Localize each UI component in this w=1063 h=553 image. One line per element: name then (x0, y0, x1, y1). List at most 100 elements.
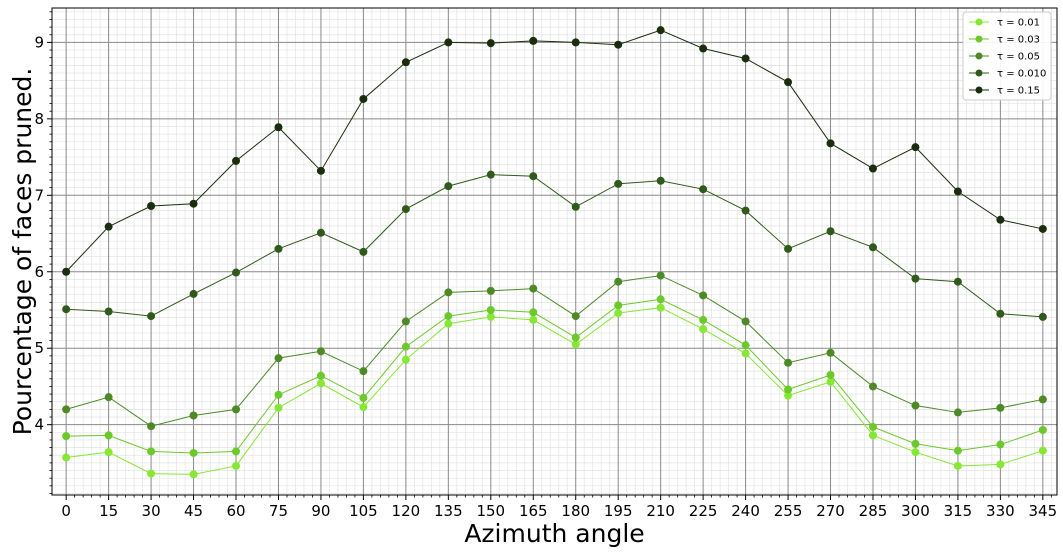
data-point (996, 309, 1005, 318)
x-tick-label: 225 (689, 502, 718, 520)
y-tick-label: 4 (34, 416, 44, 434)
data-point (104, 393, 113, 402)
data-point (741, 206, 750, 215)
data-point (316, 166, 325, 175)
data-point (274, 390, 283, 399)
y-tick-label: 8 (34, 110, 44, 128)
data-point (486, 286, 495, 295)
data-point (316, 371, 325, 380)
data-point (1038, 426, 1047, 435)
data-point (868, 431, 877, 440)
data-point (741, 349, 750, 358)
data-point (486, 312, 495, 321)
data-point (274, 244, 283, 253)
data-point (699, 44, 708, 53)
data-point (232, 461, 241, 470)
x-axis-title: Azimuth angle (464, 519, 644, 548)
y-axis-ticks: 4 5 6 7 8 9 (34, 11, 52, 494)
data-point (316, 228, 325, 237)
data-point (62, 305, 71, 314)
legend-box (962, 11, 1052, 101)
data-point (784, 78, 793, 87)
x-tick-label: 150 (476, 502, 505, 520)
x-tick-label: 180 (561, 502, 590, 520)
x-tick-label: 165 (519, 502, 548, 520)
series-2 (62, 295, 1047, 457)
data-point (274, 403, 283, 412)
data-point (868, 382, 877, 391)
minor-grid (52, 8, 1057, 495)
data-point (359, 393, 368, 402)
x-tick-label: 195 (604, 502, 633, 520)
data-point (741, 317, 750, 326)
y-tick-label: 5 (34, 339, 44, 357)
y-axis-title: Pourcentage of faces pruned. (8, 68, 37, 436)
x-axis-ticks: 0 15 30 45 60 75 90 105 120 135 150 165 180 195 210 225… (61, 495, 1057, 520)
x-tick-label: 120 (392, 502, 421, 520)
data-point (444, 38, 453, 47)
data-point (62, 453, 71, 462)
legend-swatch-marker (975, 52, 983, 60)
data-point (359, 247, 368, 256)
data-point (996, 440, 1005, 449)
data-point (741, 54, 750, 63)
series-line (65, 29, 1043, 273)
data-point (401, 58, 410, 67)
data-point (401, 205, 410, 214)
data-point (911, 143, 920, 152)
data-point (826, 348, 835, 357)
data-point (62, 267, 71, 276)
data-point (953, 187, 962, 196)
data-point (486, 170, 495, 179)
data-point (741, 341, 750, 350)
data-point (911, 401, 920, 410)
data-point (656, 176, 665, 185)
data-point (911, 439, 920, 448)
x-tick-label: 15 (99, 502, 118, 520)
data-point (529, 36, 538, 45)
data-point (868, 164, 877, 173)
series-4 (62, 170, 1047, 321)
data-point (189, 199, 198, 208)
y-tick-label: 7 (34, 186, 44, 204)
data-point (953, 277, 962, 286)
legend-item: τ = 0.010 (969, 69, 1046, 80)
data-point (868, 243, 877, 252)
legend-item: τ = 0.01 (969, 18, 1040, 29)
data-point (699, 185, 708, 194)
data-point (444, 182, 453, 191)
data-point (614, 301, 623, 310)
data-point (826, 370, 835, 379)
data-point (911, 274, 920, 283)
data-point (656, 295, 665, 304)
data-point (614, 309, 623, 318)
legend-label: τ = 0.03 (997, 35, 1040, 46)
legend-item: τ = 0.15 (969, 86, 1040, 97)
data-point (486, 39, 495, 48)
legend-swatch-marker (975, 35, 983, 43)
data-point (571, 38, 580, 47)
data-point (996, 215, 1005, 224)
data-point (699, 325, 708, 334)
data-point (571, 333, 580, 342)
legend-label: τ = 0.01 (997, 18, 1040, 29)
data-point (656, 26, 665, 35)
data-point (953, 461, 962, 470)
data-point (614, 179, 623, 188)
data-point (359, 94, 368, 103)
x-tick-label: 300 (901, 502, 930, 520)
data-point (996, 460, 1005, 469)
legend: τ = 0.01 τ = 0.03 τ = 0.05 τ = 0.010 τ = 0.1… (962, 11, 1052, 101)
data-point (529, 284, 538, 293)
data-point (401, 317, 410, 326)
data-point (699, 315, 708, 324)
data-point (62, 405, 71, 414)
legend-label: τ = 0.010 (997, 69, 1046, 80)
data-point (826, 227, 835, 236)
data-point (826, 377, 835, 386)
x-tick-label: 315 (944, 502, 973, 520)
x-tick-label: 75 (269, 502, 288, 520)
data-point (571, 340, 580, 349)
x-tick-label: 135 (434, 502, 463, 520)
